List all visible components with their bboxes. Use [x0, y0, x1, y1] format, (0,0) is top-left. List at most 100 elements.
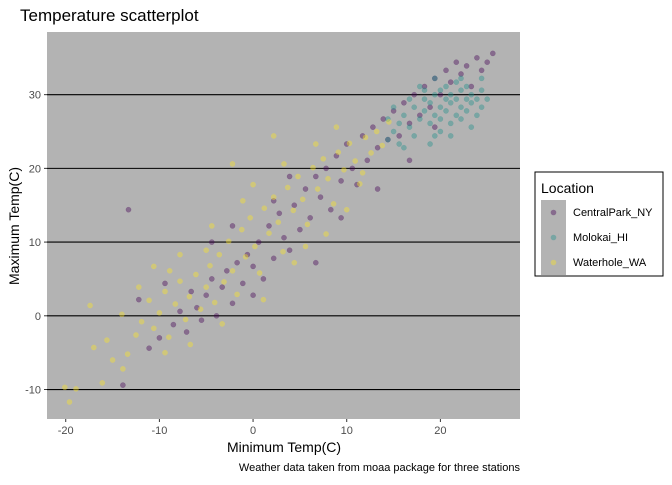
data-point: [390, 128, 397, 135]
data-point: [468, 99, 475, 106]
legend-label: Molokai_HI: [573, 232, 628, 244]
data-point: [177, 278, 183, 285]
x-tick-label: -20: [58, 425, 74, 437]
data-point: [406, 157, 413, 164]
data-point: [437, 91, 444, 98]
data-point: [104, 337, 110, 343]
data-point: [250, 292, 256, 299]
data-point: [73, 385, 79, 392]
data-point: [302, 186, 309, 192]
data-point: [99, 380, 106, 386]
data-point: [291, 259, 298, 266]
data-point: [177, 251, 183, 258]
data-point: [327, 206, 334, 213]
x-tick-label: 20: [434, 425, 446, 437]
x-axis-title: Minimum Temp(C): [227, 439, 341, 455]
data-point: [280, 248, 286, 255]
y-tick-label: 0: [35, 311, 41, 323]
data-point: [427, 99, 433, 106]
data-point: [401, 99, 407, 106]
data-point: [447, 133, 454, 139]
data-point: [333, 124, 340, 130]
data-point: [427, 120, 433, 127]
data-point: [437, 116, 444, 122]
data-point: [203, 292, 210, 299]
data-point: [299, 196, 306, 203]
data-point: [295, 173, 301, 180]
data-point: [416, 112, 423, 119]
y-tick-label: 20: [29, 163, 41, 175]
data-point: [270, 194, 277, 200]
data-point: [453, 96, 460, 102]
data-point: [239, 280, 246, 287]
data-point: [431, 112, 438, 119]
data-point: [304, 221, 311, 228]
data-point: [124, 351, 131, 357]
data-point: [373, 128, 380, 135]
data-point: [177, 308, 183, 315]
data-point: [406, 96, 413, 102]
data-point: [385, 136, 391, 143]
data-point: [443, 67, 449, 74]
data-point: [421, 87, 428, 94]
data-point: [474, 96, 480, 102]
data-point: [314, 186, 321, 192]
data-point: [370, 124, 376, 130]
data-point: [359, 133, 366, 139]
data-point: [458, 104, 464, 111]
data-point: [359, 169, 366, 176]
legend-label: Waterhole_WA: [573, 257, 647, 269]
data-point: [225, 238, 232, 245]
chart-caption: Weather data taken from moaa package for…: [239, 462, 521, 474]
y-tick-label: -10: [25, 385, 41, 397]
legend-marker: [550, 209, 557, 216]
x-tick-label: 10: [341, 425, 353, 437]
gridlines: [47, 94, 520, 391]
data-point: [242, 253, 249, 260]
data-point: [416, 116, 423, 122]
data-point: [343, 206, 350, 213]
data-point: [188, 288, 195, 295]
data-point: [362, 134, 369, 141]
data-point: [135, 284, 142, 290]
data-point: [427, 104, 433, 111]
data-point: [66, 399, 73, 405]
data-point: [374, 186, 381, 192]
data-point: [390, 104, 397, 111]
series-Molokai_HI: [385, 75, 491, 151]
data-point: [146, 297, 152, 304]
data-point: [341, 166, 347, 173]
data-point: [208, 223, 215, 229]
data-point: [338, 178, 344, 184]
data-point: [260, 276, 267, 282]
data-point: [162, 280, 168, 287]
series-CentralPark_NY: [120, 50, 496, 388]
data-point: [484, 96, 491, 102]
x-tick-label: 0: [250, 425, 256, 437]
data-point: [252, 243, 258, 250]
data-point: [421, 96, 428, 102]
data-point: [276, 210, 283, 217]
data-point: [310, 164, 316, 171]
data-point: [312, 173, 319, 180]
data-point: [256, 270, 263, 276]
data-point: [266, 223, 272, 229]
legend-label: CentralPark_NY: [573, 207, 653, 219]
data-point: [312, 141, 319, 147]
data-point: [61, 384, 68, 391]
series-Waterhole_WA: [61, 119, 392, 405]
data-point: [385, 116, 391, 122]
data-point: [396, 141, 403, 147]
data-point: [349, 165, 356, 172]
legend-title: Location: [541, 180, 594, 196]
data-point: [297, 226, 303, 233]
data-point: [443, 96, 449, 102]
data-point: [213, 312, 220, 319]
data-point: [478, 87, 485, 94]
data-point: [229, 300, 236, 307]
data-point: [198, 317, 205, 324]
data-point: [335, 149, 342, 156]
data-point: [380, 116, 387, 122]
data-point: [87, 302, 93, 309]
y-axis-title: Maximum Temp(C): [6, 167, 22, 285]
